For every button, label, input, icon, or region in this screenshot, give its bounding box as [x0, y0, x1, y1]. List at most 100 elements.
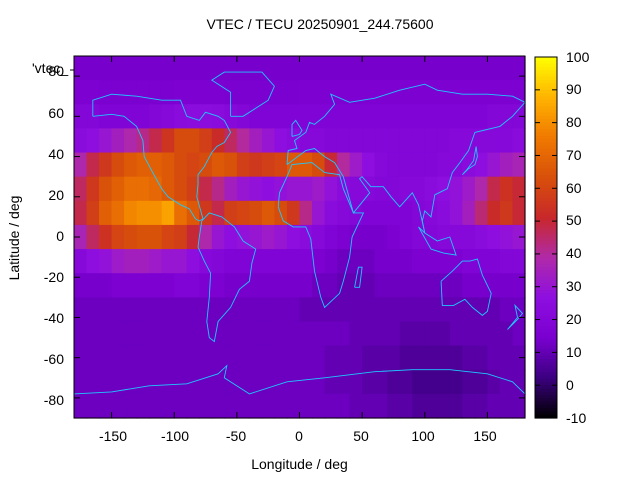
- heatmap-cell: [362, 152, 376, 178]
- heatmap-cell: [399, 273, 413, 298]
- heatmap-cell: [261, 176, 276, 202]
- heatmap-cell: [312, 297, 326, 323]
- heatmap-cell: [474, 224, 489, 250]
- x-tick-label: -100: [160, 428, 190, 444]
- x-tick-label: 50: [353, 428, 369, 444]
- heatmap-cell: [362, 176, 376, 202]
- heatmap-cell: [487, 297, 501, 323]
- colorbar-segment: [535, 129, 557, 134]
- heatmap-cell: [424, 80, 438, 105]
- colorbar-segment: [535, 171, 557, 176]
- heatmap-cell: [286, 56, 301, 81]
- heatmap-cell: [324, 104, 338, 129]
- heatmap-cell: [487, 128, 501, 154]
- heatmap-cell: [161, 152, 175, 178]
- heatmap-cell: [312, 393, 326, 419]
- colorbar-segment: [535, 106, 557, 111]
- heatmap-cell: [437, 128, 451, 154]
- heatmap-cell: [299, 369, 313, 395]
- heatmap-cell: [199, 297, 213, 323]
- colorbar-segment: [535, 257, 557, 262]
- colorbar-tick-label: 40: [566, 245, 582, 261]
- colorbar-segment: [535, 152, 557, 157]
- heatmap-cell: [124, 369, 138, 395]
- colorbar-segment: [535, 296, 557, 301]
- heatmap-cell: [174, 393, 188, 419]
- heatmap-cell: [261, 200, 276, 226]
- heatmap-cell: [161, 297, 175, 323]
- heatmap-cell: [249, 128, 263, 154]
- heatmap-cell: [199, 393, 213, 419]
- heatmap-cell: [186, 56, 200, 81]
- heatmap-cell: [499, 393, 514, 419]
- heatmap-cell: [161, 176, 175, 202]
- colorbar-segment: [535, 230, 557, 235]
- heatmap-cell: [236, 297, 250, 323]
- colorbar-segment: [535, 73, 557, 78]
- heatmap-cell: [512, 369, 526, 395]
- heatmap-cell: [312, 128, 326, 154]
- heatmap-cell: [299, 80, 313, 105]
- colorbar-segment: [535, 204, 557, 209]
- heatmap-cell: [299, 104, 313, 129]
- heatmap-cell: [312, 200, 326, 226]
- heatmap-cell: [274, 273, 288, 298]
- heatmap-cell: [161, 224, 175, 250]
- colorbar-segment: [535, 102, 557, 107]
- y-tick-label: -20: [43, 269, 64, 285]
- heatmap-cell: [149, 80, 163, 105]
- chart-title: VTEC / TECU 20250901_244.75600: [206, 16, 434, 32]
- heatmap-cell: [374, 273, 388, 298]
- colorbar-segment: [535, 244, 557, 248]
- heatmap-cell: [424, 273, 438, 298]
- heatmap-cell: [236, 104, 250, 129]
- heatmap-cell: [274, 369, 288, 395]
- heatmap-cell: [412, 393, 426, 419]
- heatmap-cell: [499, 104, 514, 129]
- heatmap-cell: [512, 128, 526, 154]
- heatmap-cell: [199, 56, 213, 81]
- heatmap-cell: [312, 321, 326, 347]
- heatmap-cell: [337, 56, 351, 81]
- heatmap-cell: [299, 393, 313, 419]
- heatmap-cell: [412, 273, 426, 298]
- colorbar-segment: [535, 194, 557, 199]
- colorbar-segment: [535, 178, 557, 183]
- heatmap-cell: [74, 345, 88, 371]
- heatmap-cell: [211, 273, 225, 298]
- heatmap-cell: [474, 56, 489, 81]
- heatmap-cell: [337, 297, 351, 323]
- heatmap-cell: [324, 224, 338, 250]
- heatmap-cell: [286, 80, 301, 105]
- heatmap-cell: [387, 104, 401, 129]
- heatmap-cell: [487, 393, 501, 419]
- colorbar-segment: [535, 227, 557, 232]
- colorbar-segment: [535, 388, 557, 393]
- heatmap-cell: [274, 321, 288, 347]
- heatmap-cell: [299, 152, 313, 178]
- heatmap-cell: [111, 393, 125, 419]
- heatmap-cell: [149, 321, 163, 347]
- heatmap-cell: [499, 224, 514, 250]
- heatmap-cell: [474, 152, 489, 178]
- heatmap-cell: [399, 200, 413, 226]
- heatmap-cell: [299, 273, 313, 298]
- heatmap-cell: [261, 128, 276, 154]
- colorbar-tick-label: 50: [566, 212, 582, 228]
- heatmap-cell: [399, 297, 413, 323]
- heatmap-cell: [199, 80, 213, 105]
- heatmap-cell: [174, 104, 188, 129]
- heatmap-cell: [261, 80, 276, 105]
- heatmap-cell: [412, 152, 426, 178]
- colorbar-segment: [535, 335, 557, 340]
- heatmap-cell: [462, 80, 476, 105]
- heatmap-cell: [136, 297, 150, 323]
- colorbar-segment: [535, 76, 557, 81]
- heatmap-cell: [424, 345, 438, 371]
- heatmap-cell: [124, 200, 138, 226]
- colorbar-segment: [535, 286, 557, 291]
- colorbar-segment: [535, 270, 557, 275]
- colorbar-segment: [535, 109, 557, 114]
- heatmap-cell: [99, 273, 113, 298]
- heatmap-cell: [211, 249, 225, 274]
